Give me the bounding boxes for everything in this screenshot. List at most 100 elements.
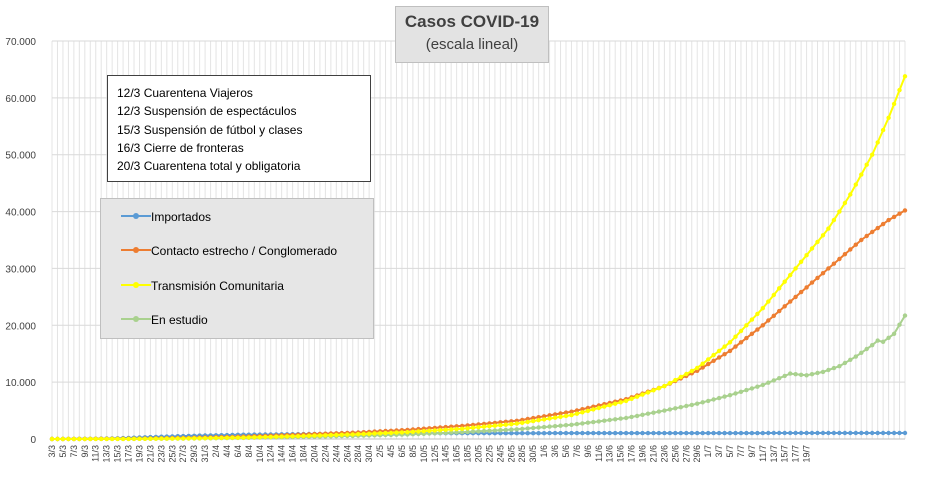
data-point: [563, 423, 569, 428]
data-point: [738, 340, 744, 345]
data-point: [186, 436, 191, 441]
x-tick-label: 5/7: [725, 445, 735, 458]
data-point: [541, 424, 547, 430]
data-point: [623, 398, 629, 404]
data-point: [410, 429, 416, 434]
data-point: [230, 435, 235, 440]
data-point: [766, 299, 771, 304]
data-point: [716, 395, 722, 401]
data-point: [689, 368, 694, 374]
data-point: [755, 430, 760, 436]
data-point: [711, 397, 716, 402]
data-point: [618, 400, 623, 405]
data-point: [870, 430, 875, 436]
legend-item-contacto: Contacto estrecho / Conglomerado: [101, 241, 373, 261]
data-point: [864, 346, 869, 352]
x-tick-label: 30/4: [364, 445, 374, 463]
data-point: [891, 214, 897, 220]
data-point: [536, 418, 541, 423]
legend: Importados Contacto estrecho / Conglomer…: [100, 198, 374, 339]
data-point: [706, 398, 711, 404]
data-point: [93, 436, 98, 442]
data-point: [372, 431, 377, 436]
data-point: [886, 115, 891, 121]
data-point: [290, 434, 295, 439]
data-point: [443, 427, 448, 432]
data-point: [623, 430, 629, 436]
legend-swatch-en-estudio: [121, 316, 151, 322]
x-tick-label: 7/3: [69, 445, 79, 458]
x-tick-label: 11/3: [91, 445, 101, 462]
data-point: [66, 436, 71, 442]
data-point: [831, 365, 837, 371]
data-point: [842, 360, 848, 366]
data-point: [602, 430, 607, 436]
data-point: [640, 412, 645, 417]
data-point: [700, 361, 705, 366]
data-point: [782, 373, 787, 379]
data-point: [591, 430, 596, 436]
data-point: [459, 426, 465, 431]
data-point: [826, 367, 831, 373]
data-point: [126, 436, 131, 442]
x-tick-label: 8/4: [244, 445, 254, 458]
data-point: [782, 304, 787, 309]
data-point: [793, 294, 798, 300]
data-point: [880, 430, 886, 436]
data-point: [503, 427, 508, 433]
data-point: [651, 388, 656, 393]
x-tick-label: 20/5: [474, 445, 484, 463]
data-point: [848, 247, 853, 252]
x-tick-label: 25/6: [670, 445, 680, 463]
data-point: [71, 436, 77, 442]
x-tick-label: 24/5: [495, 445, 505, 463]
data-point: [656, 386, 662, 391]
data-point: [284, 434, 290, 439]
data-point: [552, 430, 558, 436]
data-point: [744, 387, 749, 393]
data-point: [684, 371, 689, 377]
data-point: [864, 162, 869, 167]
data-point: [547, 413, 552, 418]
data-point: [350, 432, 355, 437]
data-point: [760, 382, 765, 388]
data-point: [804, 373, 809, 378]
data-point: [656, 409, 662, 414]
x-tick-label: 28/4: [353, 445, 363, 463]
data-point: [197, 436, 202, 441]
data-point: [427, 428, 432, 433]
data-point: [848, 430, 853, 436]
x-tick-label: 23/6: [659, 445, 669, 463]
data-point: [820, 430, 826, 436]
data-point: [618, 430, 623, 436]
data-point: [547, 416, 552, 421]
data-point: [897, 211, 902, 216]
data-point: [771, 378, 776, 383]
data-point: [880, 221, 886, 227]
data-point: [706, 430, 711, 436]
data-point: [640, 392, 645, 397]
data-point: [623, 415, 629, 421]
data-point: [798, 259, 804, 264]
data-point: [531, 418, 536, 424]
data-point: [213, 435, 219, 441]
data-point: [689, 402, 694, 408]
data-point: [596, 405, 601, 411]
data-point: [804, 430, 809, 436]
data-point: [634, 430, 640, 436]
data-point: [837, 256, 842, 262]
data-point: [880, 339, 886, 344]
data-point: [777, 376, 782, 381]
y-tick-label: 40.000: [5, 208, 36, 219]
data-point: [208, 435, 213, 441]
data-point: [771, 313, 776, 318]
x-tick-label: 16/4: [288, 445, 298, 463]
data-point: [760, 306, 765, 311]
data-point: [164, 436, 169, 441]
data-point: [563, 430, 569, 436]
data-point: [607, 430, 612, 436]
x-tick-label: 21/6: [648, 445, 658, 463]
x-tick-label: 27/3: [178, 445, 188, 463]
x-tick-label: 15/6: [616, 445, 626, 463]
data-point: [552, 412, 558, 417]
